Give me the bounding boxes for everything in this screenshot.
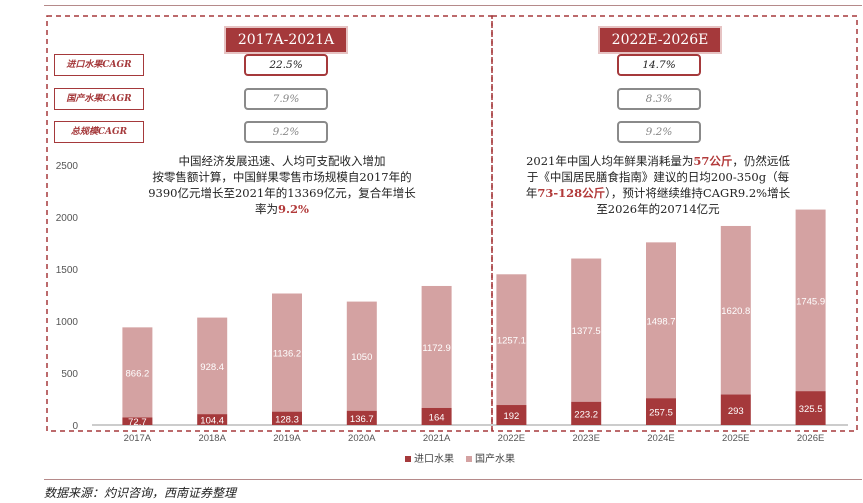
- data-label-domestic: 1257.1: [497, 336, 526, 347]
- note-highlight: 9.2%: [278, 202, 309, 216]
- row-label-total-cagr: 总规模CAGR: [54, 121, 144, 143]
- bar-import: [646, 398, 676, 425]
- cagr-pill-import-p1: 22.5%: [244, 54, 328, 76]
- note-line: 2021年中国人均年鲜果消耗量为57公斤，仍然远低: [508, 153, 808, 169]
- data-label-import: 128.3: [275, 414, 299, 425]
- bar-domestic: [720, 225, 751, 395]
- bar-import: [496, 405, 527, 425]
- data-label-domestic: 1377.5: [572, 326, 601, 337]
- bottom-rule: [44, 479, 862, 480]
- data-label-import: 164: [429, 412, 445, 423]
- note-line: 9390亿元增长至2021年的13369亿元，复合年增长: [132, 185, 432, 201]
- bar-domestic: [795, 209, 826, 392]
- bar-import: [571, 401, 602, 425]
- x-tick-label: 2023E: [572, 433, 599, 444]
- x-tick-label: 2025E: [722, 433, 749, 444]
- data-label-domestic: 928.4: [200, 362, 224, 373]
- bar-domestic: [571, 258, 602, 402]
- legend-swatch-domestic: [466, 456, 472, 462]
- bar-import: [272, 411, 302, 425]
- data-label-domestic: 1498.7: [646, 316, 675, 327]
- data-label-domestic: 1745.9: [796, 296, 825, 307]
- bar-import: [421, 407, 452, 425]
- x-tick-label: 2020A: [348, 433, 376, 444]
- bar-import: [197, 414, 228, 425]
- cagr-pill-total-p1: 9.2%: [244, 121, 328, 143]
- bar-import: [795, 391, 826, 425]
- note-text: ），预计将继续维持CAGR9.2%增长: [605, 186, 791, 200]
- cagr-pill-total-p2: 9.2%: [617, 121, 701, 143]
- data-label-domestic: 1172.9: [422, 343, 450, 354]
- bar-domestic: [197, 317, 228, 415]
- bar-domestic: [272, 293, 302, 412]
- note-line: 率为9.2%: [132, 201, 432, 217]
- x-tick-label: 2019A: [273, 433, 301, 444]
- bar-domestic: [421, 285, 452, 408]
- data-label-domestic: 1136.2: [273, 349, 301, 360]
- cagr-pill-import-p2: 14.7%: [617, 54, 701, 76]
- y-tick-label: 0: [72, 421, 78, 432]
- x-tick-label: 2024E: [647, 433, 674, 444]
- cagr-pill-domestic-p1: 7.9%: [244, 88, 328, 110]
- bar-domestic: [496, 274, 527, 406]
- note-2022-2026: 2021年中国人均年鲜果消耗量为57公斤，仍然远低 于《中国居民膳食指南》建议的日…: [508, 153, 808, 217]
- data-label-import: 293: [728, 406, 744, 417]
- legend-label-import: 进口水果: [414, 453, 454, 465]
- bar-import: [122, 417, 153, 425]
- note-text: 9390亿元增长至2021年的13369亿元，复合年增长: [148, 186, 416, 200]
- data-label-domestic: 1620.8: [721, 306, 750, 317]
- y-tick-label: 1000: [56, 317, 79, 328]
- note-text: 于《中国居民膳食指南》建议的日均200-350g（每: [526, 170, 790, 184]
- note-text: 年: [525, 186, 538, 200]
- data-label-import: 257.5: [649, 408, 673, 419]
- note-highlight: 57公斤: [693, 154, 733, 168]
- note-text: 按零售额计算，中国鲜果零售市场规模自2017年的: [152, 170, 412, 184]
- x-tick-label: 2026E: [797, 433, 824, 444]
- note-line: 至2026年的20714亿元: [508, 201, 808, 217]
- note-line: 年73-128公斤），预计将继续维持CAGR9.2%增长: [508, 185, 808, 201]
- note-highlight: 73-128公斤: [537, 186, 606, 200]
- y-tick-label: 500: [61, 369, 78, 380]
- note-text: ，仍然远低: [732, 154, 790, 168]
- x-tick-label: 2022E: [498, 433, 525, 444]
- x-tick-label: 2018A: [198, 433, 226, 444]
- bar-import: [720, 394, 751, 425]
- row-label-domestic-cagr: 国产水果CAGR: [54, 88, 144, 110]
- note-line: 于《中国居民膳食指南》建议的日均200-350g（每: [508, 169, 808, 185]
- period-header-1: 2017A-2021A: [224, 26, 348, 54]
- legend-swatch-import: [405, 456, 411, 462]
- y-tick-label: 2000: [56, 213, 79, 224]
- note-line: 中国经济发展迅速、人均可支配收入增加: [132, 153, 432, 169]
- bar-import: [346, 410, 377, 425]
- y-tick-label: 1500: [56, 265, 79, 276]
- note-text: 率为: [255, 202, 279, 216]
- period-frame-2: [491, 15, 858, 432]
- data-label-domestic: 866.2: [126, 368, 150, 379]
- note-text: 中国经济发展迅速、人均可支配收入增加: [178, 154, 386, 168]
- data-label-import: 136.7: [350, 414, 374, 425]
- top-rule: [44, 5, 862, 6]
- legend-label-domestic: 国产水果: [475, 452, 515, 465]
- cagr-pill-domestic-p2: 8.3%: [617, 88, 701, 110]
- note-line: 按零售额计算，中国鲜果零售市场规模自2017年的: [132, 169, 432, 185]
- period-header-2: 2022E-2026E: [598, 26, 722, 54]
- x-tick-label: 2021A: [423, 433, 451, 444]
- data-label-import: 72.7: [128, 417, 147, 428]
- bar-domestic: [346, 301, 377, 411]
- data-label-domestic: 1050: [351, 352, 372, 363]
- bar-domestic: [646, 242, 676, 399]
- y-tick-label: 2500: [56, 161, 79, 172]
- data-label-import: 192: [503, 411, 519, 422]
- row-label-import-cagr: 进口水果CAGR: [54, 54, 144, 76]
- note-2017-2021: 中国经济发展迅速、人均可支配收入增加按零售额计算，中国鲜果零售市场规模自2017…: [132, 153, 432, 217]
- note-text: 至2026年的20714亿元: [596, 202, 720, 216]
- data-label-import: 104.4: [200, 416, 224, 427]
- data-label-import: 325.5: [799, 404, 823, 415]
- note-text: 2021年中国人均年鲜果消耗量为: [526, 154, 694, 168]
- source-note: 数据来源：灼识咨询，西南证券整理: [44, 486, 237, 500]
- bar-domestic: [122, 327, 153, 418]
- x-tick-label: 2017A: [124, 433, 152, 444]
- data-label-import: 223.2: [574, 409, 598, 420]
